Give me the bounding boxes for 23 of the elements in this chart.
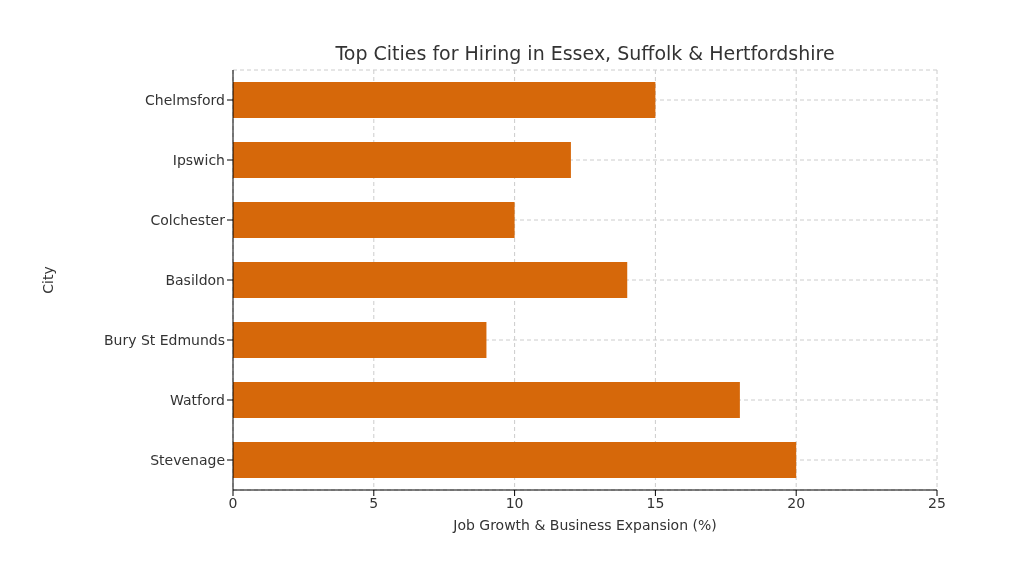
chart-title: Top Cities for Hiring in Essex, Suffolk & Hertfordshire <box>334 42 836 64</box>
bar <box>233 382 740 418</box>
x-tick-label: 5 <box>369 494 379 511</box>
y-tick-label: Stevenage <box>150 451 225 468</box>
y-axis-title: City <box>39 266 56 294</box>
x-tick-label: 15 <box>646 494 665 511</box>
y-tick-label: Chelmsford <box>145 91 225 108</box>
y-tick-label: Watford <box>170 391 225 408</box>
x-tick-label: 25 <box>928 494 946 511</box>
y-tick-label: Basildon <box>165 271 225 288</box>
y-tick-label: Bury St Edmunds <box>103 331 225 348</box>
y-tick-label: Ipswich <box>172 151 225 168</box>
x-tick-label: 10 <box>505 494 524 511</box>
bar <box>233 202 515 238</box>
x-tick-label: 20 <box>787 494 806 511</box>
bar <box>233 82 656 118</box>
y-tick-label: Colchester <box>150 211 226 228</box>
bar <box>233 262 628 298</box>
x-tick-label: 0 <box>228 494 238 511</box>
bar <box>233 442 797 478</box>
x-axis-title: Job Growth & Business Expansion (%) <box>452 516 717 533</box>
bar <box>233 142 571 178</box>
bar <box>233 322 487 358</box>
